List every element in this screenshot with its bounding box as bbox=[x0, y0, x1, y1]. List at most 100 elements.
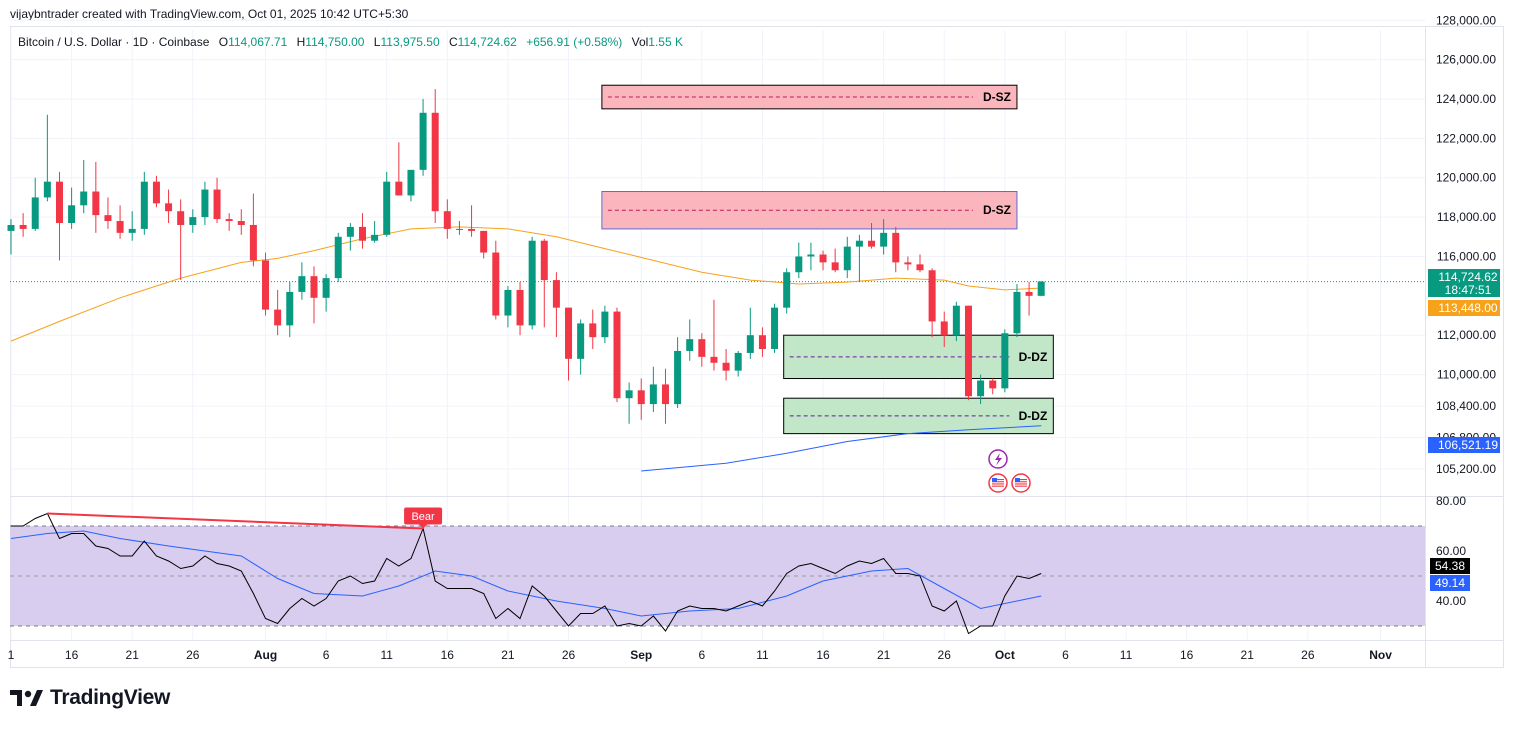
price-tick-label: 128,000.00 bbox=[1436, 13, 1496, 27]
candle-body bbox=[189, 217, 197, 225]
rsi-ma-line bbox=[10, 530, 1042, 617]
rsi-tick-label: 60.00 bbox=[1436, 544, 1466, 558]
time-tick-label: 26 bbox=[938, 648, 952, 662]
candle-body bbox=[1037, 281, 1045, 296]
candle bbox=[868, 223, 876, 249]
candle bbox=[637, 378, 645, 420]
candle-body bbox=[1025, 291, 1033, 296]
candle-body bbox=[577, 323, 585, 359]
candle-body bbox=[661, 384, 669, 405]
candle bbox=[589, 309, 597, 349]
candle-body bbox=[249, 224, 257, 261]
candle-body bbox=[674, 350, 682, 405]
candle-body bbox=[710, 356, 718, 363]
close-value: 114,724.62 bbox=[457, 35, 517, 49]
price-tick-label: 105,200.00 bbox=[1436, 462, 1496, 476]
price-tick-label: 122,000.00 bbox=[1436, 131, 1496, 145]
bear-divergence-line bbox=[47, 512, 424, 530]
candle-body bbox=[419, 112, 427, 170]
candle bbox=[468, 205, 476, 237]
time-tick-label: Aug bbox=[254, 648, 277, 662]
time-tick-label: 1 bbox=[8, 648, 15, 662]
candle bbox=[649, 366, 657, 412]
time-tick-label: 26 bbox=[1301, 648, 1315, 662]
us-flag-stripe bbox=[1015, 483, 1027, 485]
price-tick-label: 108,400.00 bbox=[1436, 399, 1496, 413]
candle bbox=[952, 301, 960, 342]
candle bbox=[577, 319, 585, 375]
candle-body bbox=[31, 197, 39, 229]
candle bbox=[783, 268, 791, 314]
candle-body bbox=[771, 307, 779, 349]
candle-body bbox=[601, 311, 609, 338]
candle bbox=[831, 248, 839, 273]
last-price-badge-text: 18:47:51 bbox=[1445, 283, 1492, 297]
candle-body bbox=[262, 260, 270, 310]
candle bbox=[504, 286, 512, 328]
symbol-legend: Bitcoin / U.S. Dollar · 1D · Coinbase O1… bbox=[18, 35, 683, 49]
us-flag-ring bbox=[1011, 473, 1031, 493]
candle-body bbox=[989, 380, 997, 389]
low-label: L bbox=[373, 35, 381, 49]
candle bbox=[177, 199, 185, 281]
zone-supply bbox=[601, 84, 1018, 110]
candle bbox=[480, 230, 488, 259]
us-flag-stripe bbox=[992, 483, 1004, 485]
candle-body bbox=[855, 240, 863, 247]
candle-body bbox=[371, 234, 379, 241]
candle-body bbox=[831, 262, 839, 271]
candle-body bbox=[795, 256, 803, 273]
candle bbox=[674, 337, 682, 409]
tradingview-logo-icon bbox=[10, 690, 43, 706]
candle-body bbox=[92, 191, 100, 216]
candle-body bbox=[1001, 333, 1009, 389]
candle bbox=[601, 305, 609, 344]
candle-body bbox=[686, 339, 694, 351]
candle bbox=[1037, 281, 1045, 297]
candle bbox=[516, 282, 524, 336]
candle bbox=[892, 226, 900, 273]
brand[interactable]: TradingView bbox=[10, 686, 170, 710]
candle bbox=[213, 177, 221, 224]
candle-body bbox=[225, 219, 233, 222]
candle-body bbox=[128, 228, 136, 233]
candle-body bbox=[868, 240, 876, 247]
time-tick-label: 21 bbox=[126, 648, 140, 662]
candle-body bbox=[286, 291, 294, 326]
candle-body bbox=[55, 181, 63, 224]
us-flag-stripe bbox=[992, 481, 1004, 483]
candle bbox=[807, 242, 815, 271]
candle-body bbox=[322, 278, 330, 298]
candle bbox=[528, 236, 536, 330]
open-label: O bbox=[218, 35, 229, 49]
candle-body bbox=[589, 323, 597, 338]
ema50-line bbox=[10, 226, 1042, 342]
candle-body bbox=[298, 276, 306, 292]
candle-body bbox=[504, 289, 512, 316]
candle-body bbox=[880, 232, 888, 247]
candle bbox=[940, 311, 948, 348]
price-tick-label: 116,000.00 bbox=[1437, 249, 1496, 263]
candle bbox=[443, 199, 451, 239]
ema200-line bbox=[641, 425, 1042, 472]
candle bbox=[819, 250, 827, 271]
low-value: 113,975.50 bbox=[380, 35, 440, 49]
candle bbox=[734, 350, 742, 377]
candle-body bbox=[492, 252, 500, 316]
candle bbox=[298, 262, 306, 300]
time-tick-label: 6 bbox=[1062, 648, 1069, 662]
candle-body bbox=[480, 230, 488, 253]
time-tick-label: 11 bbox=[380, 648, 393, 662]
candle bbox=[274, 289, 282, 336]
candle bbox=[371, 221, 379, 243]
candle-body bbox=[165, 203, 173, 212]
candle-body bbox=[528, 240, 536, 326]
candle bbox=[455, 221, 463, 235]
candle bbox=[358, 213, 366, 249]
candle bbox=[977, 374, 985, 405]
us-flag-canton bbox=[992, 478, 997, 482]
zones: D-SZ D-SZ D-DZ D-DZ bbox=[601, 84, 1054, 435]
candle-body bbox=[177, 211, 185, 225]
high-label: H bbox=[296, 35, 306, 49]
